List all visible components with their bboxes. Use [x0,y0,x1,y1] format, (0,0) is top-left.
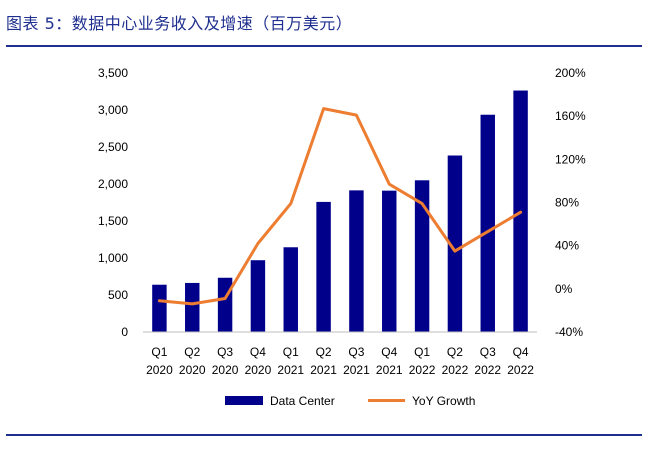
x-tick-quarter: Q3 [480,345,496,359]
left-axis-ticks: 0 500 1,000 1,500 2,000 2,500 3,000 3,500 [98,66,128,339]
left-axis-tick-label: 2,500 [98,140,128,154]
x-tick-year: 2020 [146,363,173,377]
bar [414,180,430,332]
bar-series-data-center [152,90,528,333]
bar [382,190,397,332]
left-axis-tick-label: 1,500 [98,214,128,228]
x-tick-year: 2022 [507,363,534,377]
x-tick-quarter: Q2 [184,345,200,359]
bar [349,190,364,332]
x-tick-quarter: Q2 [316,345,332,359]
right-axis-ticks: -40% 0% 40% 80% 120% 160% 200% [555,66,586,339]
bar [185,282,200,332]
chart: 0 500 1,000 1,500 2,000 2,500 3,000 3,500 -40% 0… [98,66,586,408]
bar [316,201,331,332]
bar [250,260,266,332]
left-axis-tick-label: 3,500 [98,66,128,80]
x-tick-quarter: Q1 [414,345,430,359]
bar [283,247,298,332]
x-tick-quarter: Q2 [447,345,463,359]
growth-line [157,107,523,306]
x-tick-quarter: Q3 [217,345,233,359]
x-tick-quarter: Q4 [513,345,529,359]
x-tick-quarter: Q4 [381,345,397,359]
x-tick-year: 2022 [409,363,436,377]
x-tick-year: 2020 [212,363,239,377]
left-axis-tick-label: 500 [108,288,128,302]
legend-swatch-data-center [225,396,263,405]
right-axis-tick-label: 160% [555,109,586,123]
right-axis-tick-label: 40% [555,239,579,253]
x-tick-year: 2021 [277,363,304,377]
x-tick-year: 2021 [310,363,337,377]
title-underline [6,45,642,47]
bar [447,155,463,332]
x-tick-year: 2021 [343,363,370,377]
x-tick-year: 2020 [245,363,272,377]
left-axis-tick-label: 3,000 [98,103,128,117]
x-tick-year: 2022 [474,363,501,377]
left-axis-tick-label: 2,000 [98,177,128,191]
x-axis-tick-labels: Q1 2020 Q2 2020 Q3 2020 Q4 2020 Q1 2021 Q2 2021 Q3 20… [146,345,534,377]
x-tick-quarter: Q1 [151,345,167,359]
left-axis-tick-label: 0 [121,325,128,339]
figure-title: 图表 5：数据中心业务收入及增速（百万美元） [6,14,353,33]
x-tick-year: 2022 [442,363,469,377]
left-axis-tick-label: 1,000 [98,251,128,265]
bottom-rule [6,434,642,436]
right-axis-tick-label: 0% [555,282,573,296]
legend: Data Center YoY Growth [225,394,475,408]
x-tick-year: 2021 [376,363,403,377]
bar [152,284,167,332]
legend-label-yoy-growth: YoY Growth [412,394,475,408]
x-tick-quarter: Q4 [250,345,266,359]
right-axis-tick-label: 200% [555,66,586,80]
right-axis-tick-label: 80% [555,196,579,210]
line-series-yoy-growth [157,107,523,306]
bar [217,277,233,332]
right-axis-tick-label: -40% [555,325,583,339]
right-axis-tick-label: 120% [555,152,586,166]
legend-label-data-center: Data Center [270,394,335,408]
bar [480,114,495,333]
x-tick-quarter: Q3 [348,345,364,359]
x-tick-quarter: Q1 [283,345,299,359]
x-tick-year: 2020 [179,363,206,377]
